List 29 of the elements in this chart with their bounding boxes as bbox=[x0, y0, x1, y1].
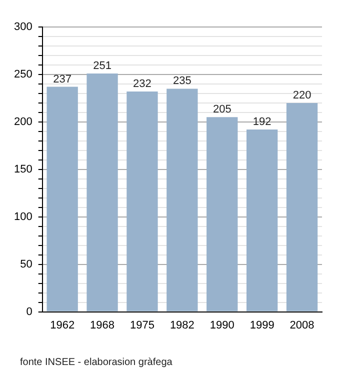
x-tick-label: 1962 bbox=[50, 319, 75, 332]
data-label: 235 bbox=[172, 75, 192, 88]
y-tick-label: 150 bbox=[14, 163, 32, 176]
bar bbox=[206, 117, 238, 312]
x-tick-label: 2008 bbox=[290, 319, 314, 332]
x-tick-label: 1990 bbox=[210, 319, 234, 332]
y-tick-label: 250 bbox=[14, 68, 32, 80]
y-tick-label: 0 bbox=[26, 306, 32, 318]
data-label: 251 bbox=[93, 60, 112, 72]
y-tick-label: 50 bbox=[20, 258, 32, 270]
bar bbox=[246, 130, 278, 312]
bar bbox=[126, 92, 158, 312]
bar bbox=[286, 102, 318, 312]
x-tick-label: 1975 bbox=[130, 319, 154, 332]
data-label: 237 bbox=[53, 73, 72, 86]
bar bbox=[166, 88, 198, 312]
data-label: 192 bbox=[252, 116, 272, 128]
bar bbox=[46, 86, 78, 312]
data-label: 205 bbox=[212, 104, 232, 116]
y-tick-label: 200 bbox=[14, 116, 32, 128]
data-label: 220 bbox=[292, 89, 312, 102]
y-tick-label: 300 bbox=[14, 21, 32, 34]
x-tick-label: 1999 bbox=[250, 319, 274, 332]
bar bbox=[86, 74, 118, 312]
x-tick-label: 1982 bbox=[170, 319, 194, 332]
y-tick-label: 100 bbox=[14, 210, 32, 223]
data-label: 232 bbox=[133, 78, 152, 90]
x-tick-label: 1968 bbox=[90, 319, 115, 332]
source-note: fonte INSEE - elaborasion gràfega bbox=[20, 356, 173, 368]
